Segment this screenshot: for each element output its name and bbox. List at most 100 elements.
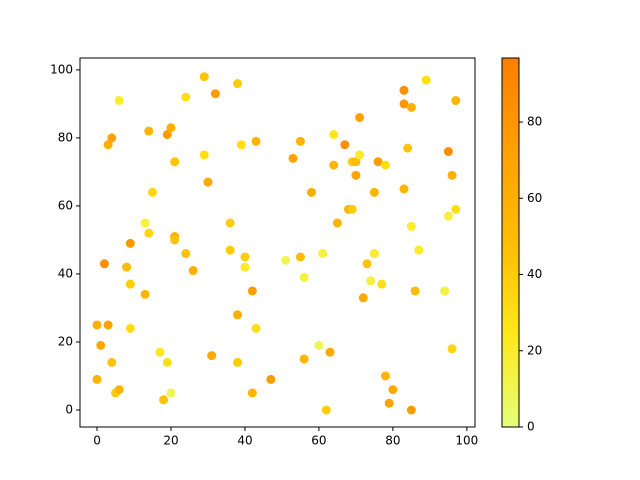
point	[347, 204, 357, 214]
point	[122, 262, 132, 272]
point	[406, 102, 416, 112]
point	[203, 177, 213, 187]
point	[170, 235, 180, 245]
point	[92, 320, 102, 330]
point	[266, 374, 276, 384]
colorbar-tick-label: 60	[527, 191, 542, 205]
point	[92, 374, 102, 384]
point	[351, 170, 361, 180]
point	[369, 187, 379, 197]
point	[329, 130, 339, 140]
point	[314, 340, 324, 350]
point	[140, 289, 150, 299]
point	[355, 150, 365, 160]
colorbar-tick-label: 20	[527, 343, 542, 357]
point	[140, 218, 150, 228]
y-tick-label: 80	[58, 130, 73, 144]
point	[355, 113, 365, 123]
point	[144, 228, 154, 238]
x-tick-label: 80	[385, 434, 400, 448]
point	[166, 388, 176, 398]
point	[181, 92, 191, 102]
point	[125, 279, 135, 289]
point	[207, 351, 217, 361]
point	[107, 133, 117, 143]
point	[162, 357, 172, 367]
point	[162, 130, 172, 140]
point	[366, 276, 376, 286]
point	[251, 323, 261, 333]
point	[99, 259, 109, 269]
point	[114, 385, 124, 395]
point	[414, 245, 424, 255]
point	[114, 96, 124, 106]
y-tick-label: 100	[50, 62, 73, 76]
point	[443, 147, 453, 157]
point	[362, 259, 372, 269]
point	[373, 157, 383, 167]
point	[233, 357, 243, 367]
point	[240, 262, 250, 272]
point	[188, 266, 198, 276]
y-tick-label: 20	[58, 334, 73, 348]
point	[299, 354, 309, 364]
point	[406, 221, 416, 231]
point	[295, 136, 305, 146]
point	[332, 218, 342, 228]
point	[321, 405, 331, 415]
point	[147, 187, 157, 197]
point	[380, 160, 390, 170]
point	[210, 89, 220, 99]
point	[199, 150, 209, 160]
point	[247, 286, 257, 296]
point	[388, 385, 398, 395]
point	[281, 255, 291, 265]
point	[451, 96, 461, 106]
x-tick-label: 40	[237, 434, 252, 448]
point	[325, 347, 335, 357]
x-tick-label: 0	[93, 434, 101, 448]
point	[125, 238, 135, 248]
colorbar-tick-label: 80	[527, 115, 542, 129]
point	[447, 344, 457, 354]
point	[199, 72, 209, 82]
point	[103, 320, 113, 330]
x-tick-label: 20	[163, 434, 178, 448]
point	[170, 157, 180, 167]
point	[247, 388, 257, 398]
point	[447, 170, 457, 180]
point	[240, 252, 250, 262]
point	[96, 340, 106, 350]
point	[155, 347, 165, 357]
x-tick-label: 60	[311, 434, 326, 448]
point	[399, 85, 409, 95]
point	[225, 245, 235, 255]
colorbar-tick-label: 0	[527, 420, 535, 434]
point	[340, 140, 350, 150]
point	[369, 249, 379, 259]
point	[251, 136, 261, 146]
point	[380, 371, 390, 381]
point	[399, 99, 409, 109]
point	[299, 272, 309, 282]
y-tick-label: 60	[58, 198, 73, 212]
plot-area	[79, 57, 476, 428]
point	[399, 184, 409, 194]
point	[125, 323, 135, 333]
point	[443, 211, 453, 221]
point	[421, 75, 431, 85]
point	[103, 140, 113, 150]
point	[236, 140, 246, 150]
point	[358, 293, 368, 303]
point	[384, 398, 394, 408]
point	[406, 405, 416, 415]
point	[307, 187, 317, 197]
y-tick-label: 40	[58, 266, 73, 280]
point	[144, 126, 154, 136]
point	[329, 160, 339, 170]
point	[440, 286, 450, 296]
y-tick-label: 0	[65, 402, 73, 416]
point	[288, 153, 298, 163]
colorbar	[501, 57, 520, 428]
